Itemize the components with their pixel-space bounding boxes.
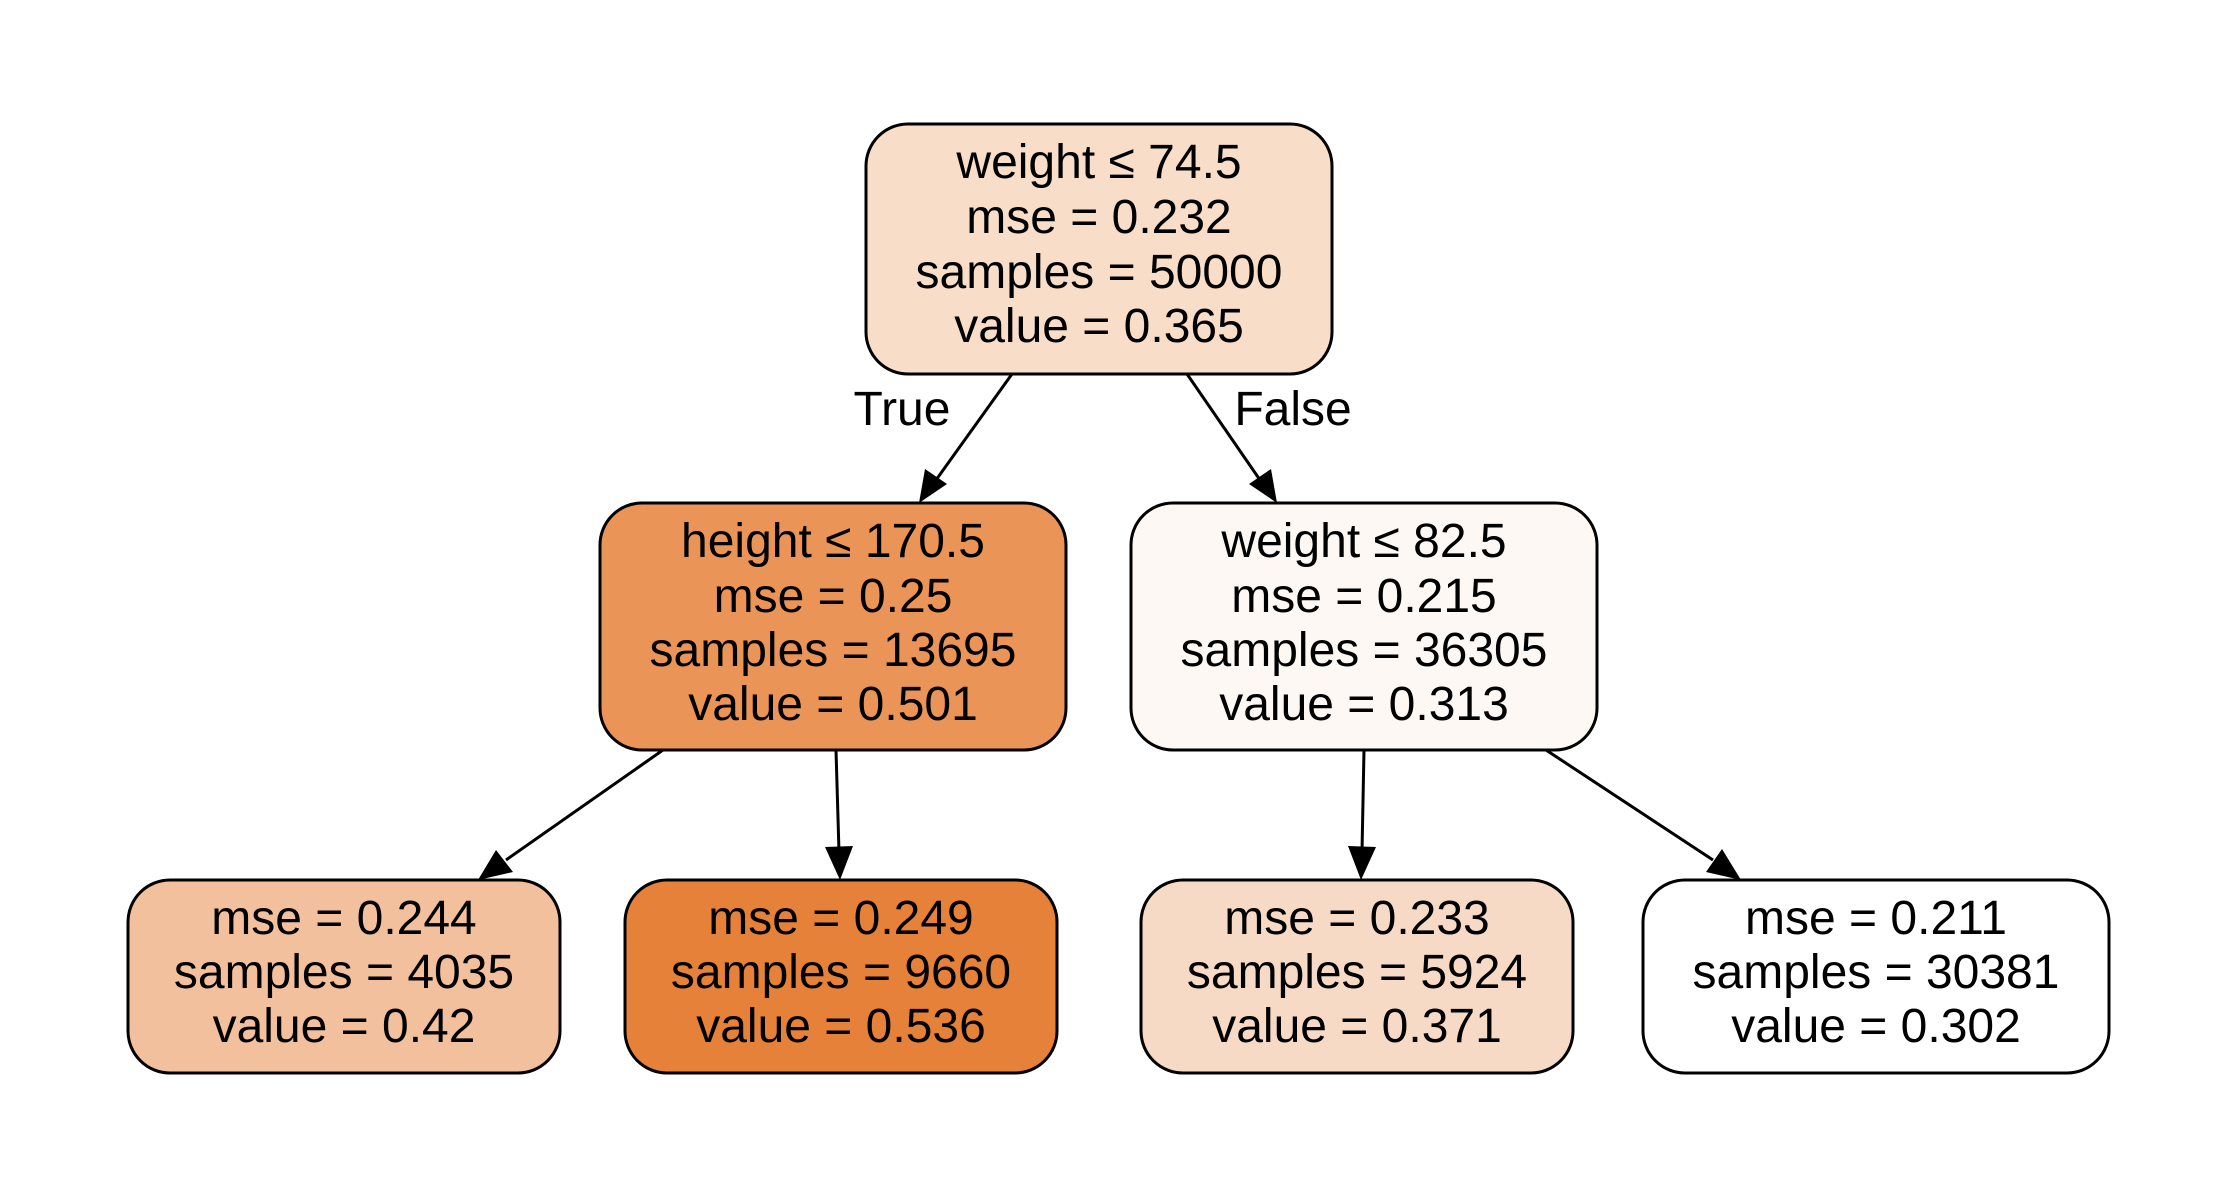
arrowhead-root-to-right [1249,469,1277,503]
edge-left-to-left-right [836,750,839,852]
node-samples: samples = 36305 [1181,624,1548,677]
edge-right-to-right-right [1546,750,1713,860]
arrowhead-left-to-left-right [825,846,853,880]
node-mse: mse = 0.233 [1224,892,1490,945]
node-samples: samples = 13695 [650,624,1017,677]
tree-node-left: height ≤ 170.5 mse = 0.25 samples = 1369… [600,503,1066,750]
node-mse: mse = 0.249 [708,892,974,945]
node-split-rule: height ≤ 170.5 [681,515,985,568]
tree-node-right: weight ≤ 82.5 mse = 0.215 samples = 3630… [1131,503,1597,750]
tree-leaf-right-right: mse = 0.211 samples = 30381 value = 0.30… [1643,880,2109,1073]
tree-node-root: weight ≤ 74.5 mse = 0.232 samples = 5000… [866,124,1332,374]
node-value: value = 0.365 [954,300,1244,353]
edge-right-to-right-left [1362,750,1364,852]
node-mse: mse = 0.25 [714,570,953,623]
node-value: value = 0.371 [1212,1000,1502,1053]
tree-leaf-left-left: mse = 0.244 samples = 4035 value = 0.42 [128,880,560,1073]
arrowhead-root-to-left [919,469,947,503]
node-value: value = 0.313 [1219,678,1509,731]
node-samples: samples = 4035 [174,946,514,999]
node-mse: mse = 0.244 [211,892,477,945]
tree-leaf-right-left: mse = 0.233 samples = 5924 value = 0.371 [1141,880,1573,1073]
node-mse: mse = 0.232 [966,191,1232,244]
node-split-rule: weight ≤ 82.5 [1220,515,1506,568]
arrowhead-right-to-right-right [1706,849,1741,880]
edge-label-false: False [1234,383,1351,436]
node-samples: samples = 50000 [916,246,1283,299]
node-value: value = 0.42 [213,1000,476,1053]
node-mse: mse = 0.215 [1231,570,1497,623]
arrowhead-right-to-right-left [1348,846,1376,880]
node-samples: samples = 30381 [1693,946,2060,999]
arrowhead-left-to-left-left [478,850,513,880]
node-samples: samples = 9660 [671,946,1011,999]
node-value: value = 0.536 [696,1000,986,1053]
node-mse: mse = 0.211 [1745,892,2007,945]
edge-label-true: True [854,383,951,436]
node-value: value = 0.302 [1731,1000,2021,1053]
tree-leaf-left-right: mse = 0.249 samples = 9660 value = 0.536 [625,880,1057,1073]
edge-left-to-left-left [506,750,663,860]
node-value: value = 0.501 [688,678,978,731]
node-samples: samples = 5924 [1187,946,1527,999]
node-split-rule: weight ≤ 74.5 [955,136,1241,189]
